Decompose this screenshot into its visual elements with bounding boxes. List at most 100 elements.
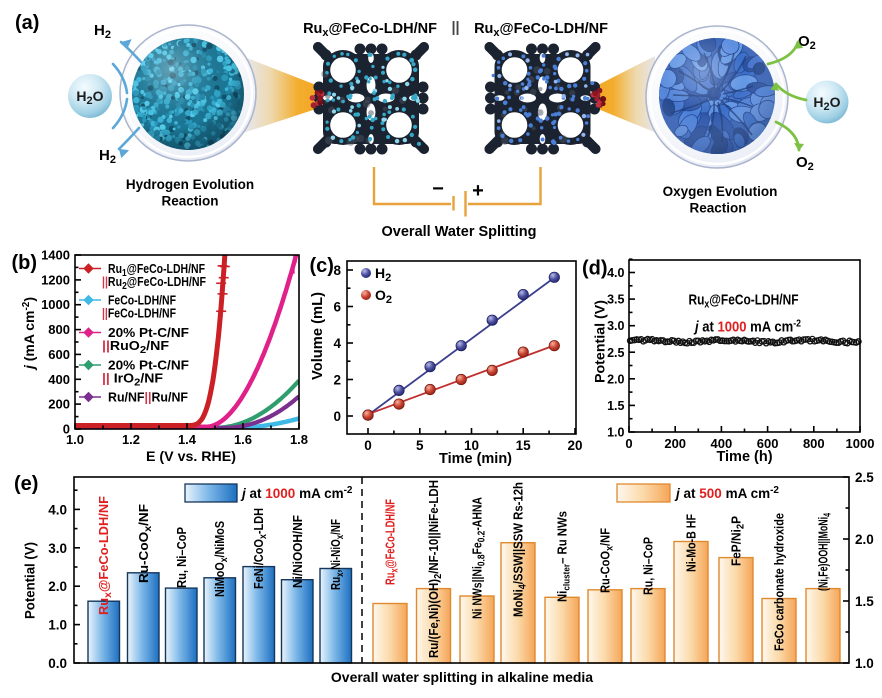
svg-text:H2​O: H2​O [76, 88, 103, 107]
svg-text:400: 400 [48, 372, 70, 387]
svg-text:Ru/NF||Ru/NF: Ru/NF||Ru/NF [108, 391, 188, 405]
svg-text:(b): (b) [12, 252, 38, 274]
svg-text:Ru, Ni–CoP: Ru, Ni–CoP [175, 527, 189, 588]
svg-text:−: − [432, 178, 444, 200]
svg-text:Ni NWs||Ni0.8​Fe0.2​-AHNA: Ni NWs||Ni0.8​Fe0.2​-AHNA [471, 497, 488, 619]
svg-text:Ru, Ni–CoP: Ru, Ni–CoP [642, 537, 656, 595]
svg-text:1400: 1400 [41, 248, 70, 263]
svg-text:2.5: 2.5 [855, 470, 874, 485]
svg-text:FeCo carbonate hydroxide: FeCo carbonate hydroxide [773, 513, 787, 651]
svg-text:600: 600 [757, 436, 779, 451]
svg-text:Ru-CoOx​/NF: Ru-CoOx​/NF [599, 528, 616, 593]
svg-text:200: 200 [48, 397, 70, 412]
svg-text:20% Pt-C/NF: 20% Pt-C/NF [108, 359, 189, 373]
svg-text:800: 800 [803, 436, 825, 451]
svg-text:Ru/(Fe,Ni)(OH)2​/NF-10||NiFe-L: Ru/(Fe,Ni)(OH)2​/NF-10||NiFe-LDH [427, 480, 444, 658]
svg-text:800: 800 [48, 322, 70, 337]
svg-text:1.0: 1.0 [48, 618, 67, 633]
svg-text:1.5: 1.5 [607, 399, 624, 413]
svg-text:j at 500 mA cm-2​: j at 500 mA cm-2​ [674, 485, 779, 501]
svg-text:Reaction: Reaction [689, 201, 746, 216]
svg-text:2: 2 [333, 373, 341, 388]
svg-text:400: 400 [711, 436, 733, 451]
svg-text:6: 6 [333, 300, 341, 315]
svg-text:H2​O: H2​O [813, 94, 840, 113]
svg-text:Ni-Mo-B HF: Ni-Mo-B HF [685, 514, 699, 572]
svg-text:5: 5 [416, 438, 424, 453]
svg-text:Reaction: Reaction [161, 194, 218, 209]
svg-text:1.0: 1.0 [607, 426, 624, 440]
svg-text:200: 200 [664, 436, 686, 451]
svg-text:Time (min): Time (min) [439, 451, 512, 467]
svg-text:4: 4 [333, 336, 341, 351]
svg-text:(a): (a) [15, 12, 39, 34]
svg-text:1200: 1200 [41, 272, 70, 287]
svg-text:Ru1​@FeCo-LDH/NF: Ru1​@FeCo-LDH/NF [108, 262, 205, 279]
svg-text:O2​: O2​ [798, 33, 816, 52]
svg-text:1.0: 1.0 [66, 432, 84, 447]
svg-text:O2​: O2​ [796, 154, 814, 173]
svg-text:(c): (c) [310, 255, 334, 277]
svg-text:FeNi/CoOx​-LDH: FeNi/CoOx​-LDH [252, 508, 269, 589]
svg-text:Overall Water Splitting: Overall Water Splitting [382, 224, 537, 240]
svg-text:1000: 1000 [846, 436, 875, 451]
svg-text:Time (h): Time (h) [716, 449, 772, 465]
svg-text:Rux​@FeCo-LDH/NF: Rux​@FeCo-LDH/NF [97, 496, 114, 615]
svg-text:||Ru2​@FeCo-LDH/NF: ||Ru2​@FeCo-LDH/NF [102, 275, 206, 292]
svg-text:FeCo-LDH/NF: FeCo-LDH/NF [108, 294, 176, 308]
svg-text:20% Pt-C/NF: 20% Pt-C/NF [108, 326, 189, 340]
svg-text:600: 600 [48, 347, 70, 362]
svg-text:10: 10 [464, 438, 479, 453]
svg-text:1000: 1000 [41, 297, 70, 312]
svg-text:2.0: 2.0 [48, 579, 67, 594]
svg-text:j (mA cm-2​): j (mA cm-2​) [21, 297, 37, 371]
svg-text:Ru-CoOx​/NF: Ru-CoOx​/NF [137, 504, 154, 583]
svg-text:||FeCo-LDH/NF: ||FeCo-LDH/NF [102, 307, 176, 321]
svg-text:Potential (V): Potential (V) [592, 300, 608, 383]
svg-text:NiMoOx​/NiMoS: NiMoOx​/NiMoS [213, 521, 230, 597]
svg-text:20: 20 [567, 438, 582, 453]
svg-text:4.0: 4.0 [48, 502, 67, 517]
svg-text:Hydrogen Evolution: Hydrogen Evolution [126, 177, 254, 192]
svg-text:Rux​@FeCo-LDH/NF: Rux​@FeCo-LDH/NF [689, 292, 799, 311]
svg-text:Ni/NiOOH/NF: Ni/NiOOH/NF [291, 515, 305, 588]
svg-text:3.0: 3.0 [607, 319, 624, 333]
svg-text:(d): (d) [582, 258, 608, 280]
svg-text:1.6: 1.6 [234, 432, 252, 447]
svg-text:Oxygen Evolution: Oxygen Evolution [663, 184, 778, 199]
svg-text:4.0: 4.0 [607, 266, 624, 280]
svg-text:1.4: 1.4 [178, 432, 197, 447]
svg-text:0: 0 [625, 436, 632, 451]
svg-text:O2​: O2​ [375, 287, 392, 306]
svg-text:1.5: 1.5 [855, 594, 874, 609]
svg-text:2.0: 2.0 [607, 372, 624, 386]
svg-text:H2​: H2​ [375, 265, 391, 284]
svg-text:Potential (V): Potential (V) [23, 542, 38, 619]
svg-text:2.5: 2.5 [607, 346, 624, 360]
svg-text:Rux​@FeCo-LDH/NF: Rux​@FeCo-LDH/NF [384, 499, 401, 585]
svg-text:E (V vs. RHE): E (V vs. RHE) [146, 448, 236, 464]
svg-text:j at 1000 mA cm-2​: j at 1000 mA cm-2​ [693, 319, 801, 336]
svg-text:Volume (mL): Volume (mL) [310, 292, 326, 380]
svg-text:1.2: 1.2 [122, 432, 140, 447]
svg-text:3.0: 3.0 [48, 541, 67, 556]
svg-text:1.8: 1.8 [290, 432, 308, 447]
svg-text:(e): (e) [14, 473, 38, 495]
svg-text:0: 0 [333, 409, 341, 424]
svg-text:H2​: H2​ [99, 147, 116, 166]
svg-text:3.5: 3.5 [607, 293, 624, 307]
svg-text:+: + [472, 180, 484, 202]
svg-text:1.0: 1.0 [855, 656, 874, 671]
svg-text:0: 0 [63, 422, 70, 437]
svg-text:||: || [451, 20, 459, 36]
svg-text:8: 8 [333, 263, 341, 278]
svg-text:Rux​@FeCo-LDH/NF: Rux​@FeCo-LDH/NF [474, 21, 608, 39]
svg-text:0.0: 0.0 [48, 656, 67, 671]
svg-text:Nicluster​– Ru NWs: Nicluster​– Ru NWs [556, 511, 572, 602]
svg-text:MoNi4​/SSW||SSW Rs-12h: MoNi4​/SSW||SSW Rs-12h [512, 482, 529, 617]
svg-text:2.0: 2.0 [855, 532, 874, 547]
svg-text:(Ni,Fe)OOH||MoNi4​: (Ni,Fe)OOH||MoNi4​ [817, 513, 834, 591]
svg-text:H2​: H2​ [94, 22, 111, 41]
